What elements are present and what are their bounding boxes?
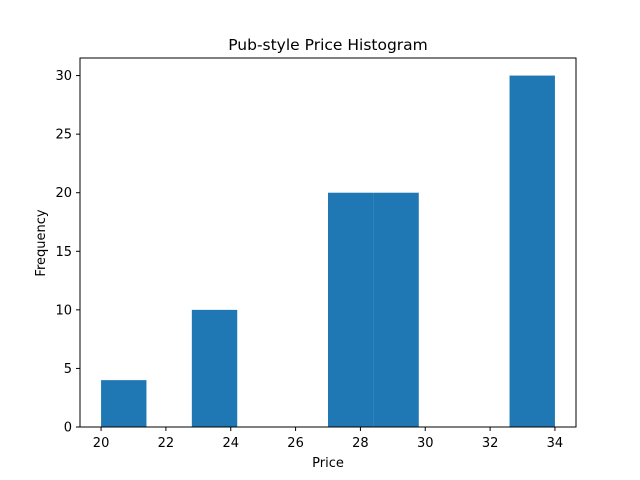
x-tick-label-5: 30 (417, 436, 434, 451)
x-tick-label-1: 22 (158, 436, 175, 451)
x-tick-label-7: 34 (547, 436, 564, 451)
x-axis-label: Price (312, 456, 344, 471)
chart-title: Pub-style Price Histogram (228, 36, 428, 54)
histogram-bar-5 (328, 192, 374, 427)
histogram-bar-6 (373, 192, 419, 427)
x-tick-label-6: 32 (482, 436, 499, 451)
plot-frame (79, 57, 577, 428)
x-tick-label-4: 28 (352, 436, 369, 451)
y-tick-label-6: 30 (55, 69, 72, 84)
y-axis: 0 5 10 15 20 25 30 (55, 69, 80, 436)
y-tick-label-2: 10 (55, 303, 72, 318)
y-axis-label: Frequency (34, 209, 49, 276)
histogram-bar-9 (509, 75, 555, 427)
y-tick-label-3: 15 (55, 245, 72, 260)
y-tick-label-5: 25 (55, 128, 72, 143)
x-tick-label-2: 24 (222, 436, 239, 451)
x-tick-label-0: 20 (93, 436, 110, 451)
histogram-bar-0 (101, 380, 147, 427)
x-axis: 20 22 24 26 28 30 32 34 (93, 427, 563, 451)
y-tick-label-0: 0 (64, 421, 72, 436)
histogram-bar-2 (191, 309, 238, 427)
x-tick-label-3: 26 (287, 436, 304, 451)
y-tick-label-1: 5 (64, 362, 72, 377)
bars-group (101, 75, 555, 427)
y-tick-label-4: 20 (55, 186, 72, 201)
